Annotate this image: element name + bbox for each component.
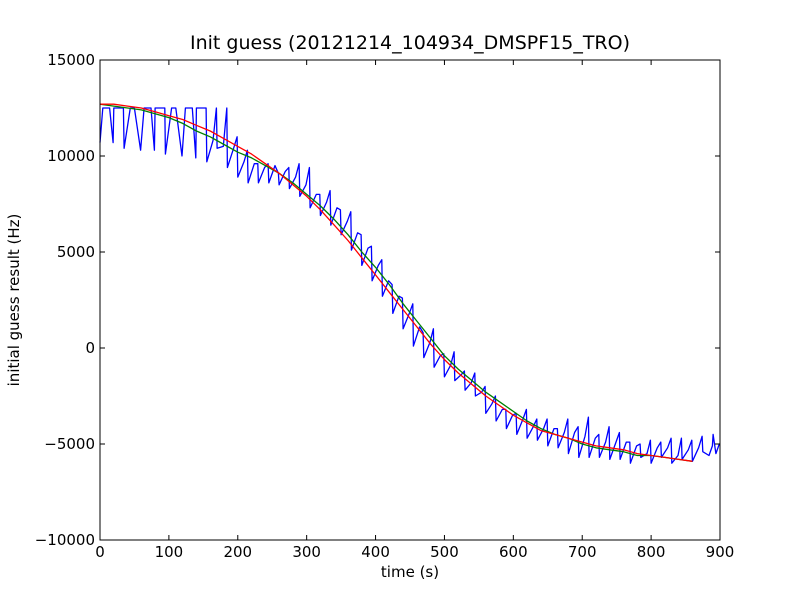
plot-area	[99, 60, 720, 540]
y-tick-label: −5000	[44, 435, 95, 453]
x-tick-label: 300	[292, 543, 321, 561]
plot-frame	[99, 59, 721, 541]
blue-data-line	[99, 107, 720, 464]
y-tick-label: 10000	[47, 147, 95, 165]
plot-background	[100, 60, 720, 540]
y-axis-label: initial guess result (Hz)	[5, 214, 23, 387]
green-fit-line	[99, 103, 693, 462]
y-tick-label: −10000	[35, 531, 95, 549]
series-layer	[99, 103, 720, 464]
x-tick-label: 100	[155, 543, 184, 561]
y-tick-label: 5000	[57, 243, 95, 261]
y-tick-label: 15000	[47, 51, 95, 69]
x-tick-label: 800	[637, 543, 666, 561]
red-fit-line	[100, 103, 693, 462]
x-tick-label: 500	[430, 543, 459, 561]
x-tick-label: 700	[568, 543, 597, 561]
x-tick-label: 400	[361, 543, 390, 561]
x-tick-label: 600	[499, 543, 528, 561]
y-tick-label: 0	[85, 339, 95, 357]
x-axis-label: time (s)	[381, 563, 439, 581]
chart-title: Init guess (20121214_104934_DMSPF15_TRO)	[190, 32, 630, 54]
x-tick-label: 200	[223, 543, 252, 561]
x-tick-label: 0	[95, 543, 105, 561]
ticks-layer: 0 100 200 300 400 500 600 700 800 900 −10000 −5000 0…	[35, 51, 735, 561]
x-tick-label: 900	[706, 543, 735, 561]
